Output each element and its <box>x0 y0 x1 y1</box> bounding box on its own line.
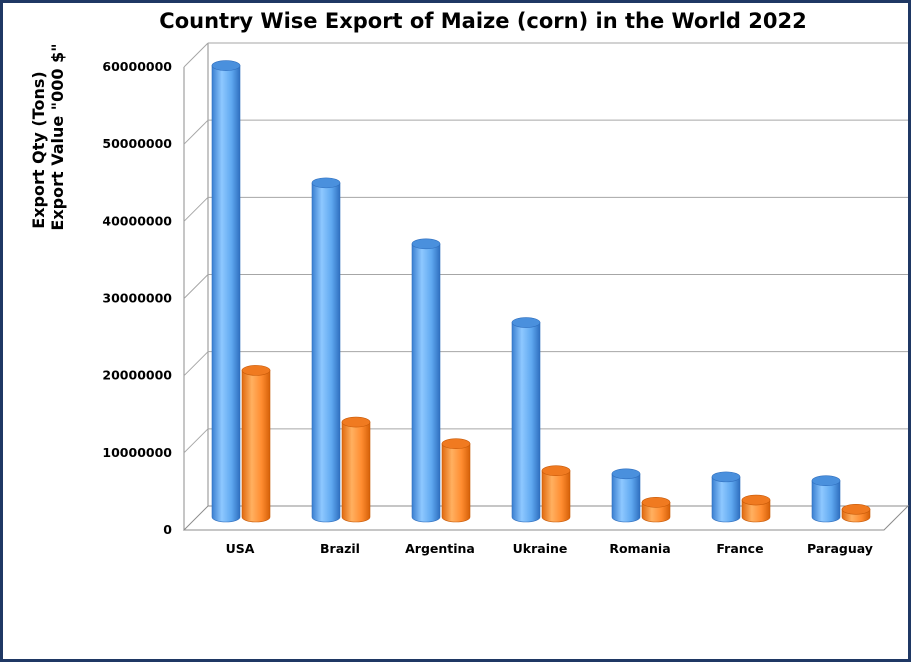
chart-title: Country Wise Export of Maize (corn) in t… <box>159 9 806 33</box>
x-category-label: Paraguay <box>807 541 873 556</box>
gridline-side <box>183 196 209 222</box>
y-axis-ticks: 0 10000000 20000000 30000000 40000000 5000000… <box>102 59 172 537</box>
bar-argentina-series-1 <box>411 238 441 523</box>
y-tick-label: 10000000 <box>102 445 172 460</box>
x-category-label: Romania <box>609 541 670 556</box>
x-category-label: USA <box>226 541 255 556</box>
bar-france-series-1 <box>711 471 741 523</box>
x-category-label: Ukraine <box>513 541 568 556</box>
x-category-label: Brazil <box>320 541 360 556</box>
bar-romania-series-2 <box>641 497 671 523</box>
gridline-side <box>183 428 209 454</box>
bar-france-series-2 <box>741 494 771 523</box>
gridlines <box>183 42 908 454</box>
y-tick-label: 30000000 <box>102 291 172 306</box>
bar-usa-series-2 <box>241 365 271 523</box>
y-tick-label: 40000000 <box>102 213 172 228</box>
bar-ukraine-series-2 <box>541 465 571 523</box>
y-tick-label: 20000000 <box>102 368 172 383</box>
y-tick-label: 0 <box>163 522 172 537</box>
x-axis-categories: USA Brazil Argentina Ukraine Romania France Pa… <box>226 541 873 556</box>
y-tick-label: 50000000 <box>102 136 172 151</box>
gridline-side <box>183 274 209 299</box>
bar-brazil-series-2 <box>341 416 371 523</box>
y-axis-label-line-1: Export Qty (Tons) <box>29 71 48 228</box>
x-category-label: Argentina <box>405 541 475 556</box>
bars <box>211 60 871 523</box>
bar-ukraine-series-1 <box>511 317 541 523</box>
bar-paraguay-series-1 <box>811 475 841 523</box>
bar-brazil-series-1 <box>311 177 341 523</box>
y-tick-label: 60000000 <box>102 59 172 74</box>
floor-outline <box>182 505 910 531</box>
chart-walls <box>182 43 910 531</box>
bar-argentina-series-2 <box>441 438 471 523</box>
gridline-side <box>183 351 209 377</box>
gridline-side <box>183 42 209 68</box>
bar-paraguay-series-2 <box>841 503 871 523</box>
x-category-label: France <box>716 541 763 556</box>
y-axis-label-line-2: Export Value "000 $" <box>48 43 67 230</box>
bar-romania-series-1 <box>611 468 641 523</box>
gridline-side <box>183 119 209 145</box>
bar-usa-series-1 <box>211 60 241 523</box>
